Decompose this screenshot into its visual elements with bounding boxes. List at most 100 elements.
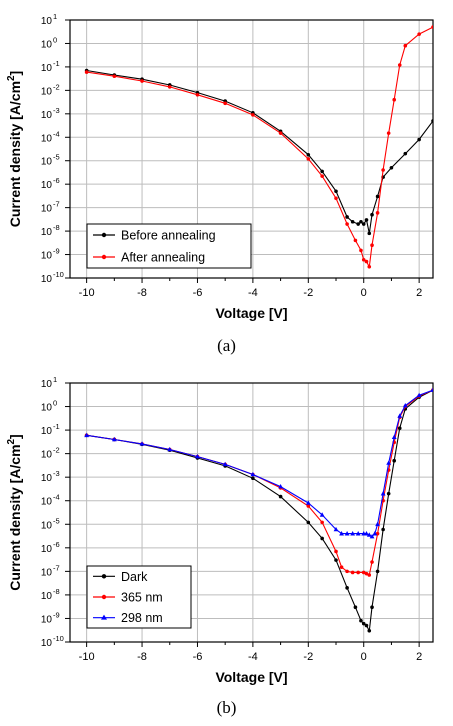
panel-b-series-298-nm-point bbox=[364, 531, 369, 536]
panel-a-series-after-annealing-point bbox=[140, 79, 144, 83]
panel-b-x-axis-label: Voltage [V] bbox=[215, 669, 287, 685]
panel-a-series-before-annealing-point bbox=[370, 212, 374, 217]
panel-a-series-after-annealing-point bbox=[278, 131, 283, 135]
panel-a-series-after-annealing-point bbox=[345, 222, 349, 226]
panel-a-series-after-annealing-point bbox=[223, 101, 227, 106]
panel-a-legend-label: Before annealing bbox=[121, 229, 216, 243]
panel-a-y-tick-label: 10 bbox=[41, 204, 53, 215]
panel-a-series-after-annealing-point bbox=[403, 43, 408, 48]
panel-a-series-after-annealing-point bbox=[320, 174, 324, 178]
panel-b-y-tick-exponent: -3 bbox=[53, 469, 60, 478]
panel-b-series-298-nm-point bbox=[397, 413, 403, 418]
panel-a-series-after-annealing-point bbox=[381, 168, 385, 172]
panel-b-y-tick-exponent: -1 bbox=[53, 422, 60, 431]
panel-b-series-365-nm-point bbox=[320, 520, 324, 525]
panel-b-y-axis-label: Current density [A/cm2] bbox=[6, 434, 23, 590]
panel-b-series-dark-point bbox=[381, 527, 385, 532]
panel-b-series-dark-point bbox=[370, 605, 374, 610]
panel-a-series-after-annealing-point bbox=[353, 238, 358, 243]
panel-b-series-365-nm-point bbox=[339, 565, 344, 570]
panel-a-y-tick-label: 10 bbox=[41, 16, 53, 27]
panel-a-series-after-annealing-line bbox=[86, 26, 433, 269]
panel-b-x-tick-label: -4 bbox=[248, 651, 258, 663]
panel-a-series-after-annealing-point bbox=[306, 157, 311, 161]
panel-a-series-after-annealing-point bbox=[359, 248, 363, 253]
panel-a-series-before-annealing-line bbox=[86, 69, 433, 234]
panel-b-legend-label: Dark bbox=[121, 570, 148, 584]
panel-a-legend-marker bbox=[101, 254, 107, 260]
panel-b-y-tick-exponent: -10 bbox=[53, 634, 64, 643]
panel-b-series-dark-point bbox=[251, 476, 255, 481]
panel-b-y-tick-exponent: -4 bbox=[53, 493, 60, 502]
panel-b-y-tick-label: 10 bbox=[41, 614, 53, 625]
panel-a-x-tick-label: -4 bbox=[248, 287, 258, 299]
panel-a-x-tick-label: 0 bbox=[361, 287, 367, 299]
panel-a-series-after-annealing-point bbox=[167, 85, 172, 89]
panel-a-x-tick-label: -6 bbox=[193, 287, 203, 299]
panel-b-x-tick-label: 0 bbox=[361, 651, 367, 663]
panel-b-y-tick-label: 10 bbox=[41, 520, 53, 531]
panel-a-x-tick-label: 2 bbox=[416, 287, 422, 299]
panel-a-y-tick-exponent: -7 bbox=[53, 200, 60, 209]
panel-b-series-dark-point bbox=[334, 558, 338, 562]
panel-b-chart: -10 -8 -6 -4 -2 0 210-1010-910-810-710-610-510… bbox=[6, 375, 434, 685]
panel-a-y-tick-exponent: -10 bbox=[53, 270, 64, 279]
panel-a-series-after-annealing-point bbox=[84, 70, 89, 74]
panel-a-y-tick-exponent: 0 bbox=[53, 35, 57, 44]
panel-b-series-298-nm-line bbox=[86, 389, 433, 538]
panel-b-series-298-nm-point bbox=[355, 531, 361, 536]
panel-a-y-axis-label: Current density [A/cm2] bbox=[6, 71, 23, 227]
panel-a-series-after-annealing-point bbox=[364, 259, 369, 264]
panel-b-y-tick-exponent: -5 bbox=[53, 516, 60, 525]
panel-a-series-before-annealing-point bbox=[361, 222, 366, 226]
panel-b-legend-marker bbox=[101, 614, 107, 620]
panel-b-y-tick-label: 10 bbox=[41, 638, 53, 649]
panel-b-y-tick-label: 10 bbox=[41, 591, 53, 602]
panel-b-y-tick-exponent: -2 bbox=[53, 446, 60, 455]
panel-a-y-tick-label: 10 bbox=[41, 274, 53, 285]
panel-b-y-tick-exponent: -8 bbox=[53, 587, 60, 596]
panel-b-series-dark-line bbox=[86, 389, 433, 633]
panel-a-series-after-annealing-point bbox=[112, 74, 117, 79]
panel-a-x-axis-label: Voltage [V] bbox=[215, 305, 287, 321]
panel-a-y-tick-label: 10 bbox=[41, 133, 53, 144]
panel-b-series-298-nm-point bbox=[402, 402, 408, 408]
panel-b-series-298-nm-point bbox=[369, 533, 375, 539]
panel-b-series-dark-point bbox=[367, 628, 372, 633]
panel-a-series-before-annealing-point bbox=[364, 218, 369, 222]
panel-b-series-dark-point bbox=[392, 458, 397, 463]
panel-b-series-298-nm-point bbox=[222, 461, 228, 467]
panel-b-series-298-nm-point bbox=[167, 446, 173, 452]
panel-b-series-298-nm-point bbox=[416, 392, 422, 398]
panel-b-series-dark-point bbox=[359, 618, 363, 623]
panel-b-series-dark-point bbox=[320, 536, 324, 541]
panel-a-series-after-annealing-point bbox=[386, 131, 391, 135]
panel-a-y-tick-exponent: -8 bbox=[53, 223, 60, 232]
panel-a-series-group bbox=[84, 25, 433, 269]
panel-b-y-tick-label: 10 bbox=[41, 403, 53, 414]
panel-a-x-tick-label: -8 bbox=[137, 287, 147, 299]
panel-a-x-tick-label: -10 bbox=[79, 287, 95, 299]
panel-b-legend-marker bbox=[101, 574, 107, 579]
panel-a-y-tick-label: 10 bbox=[41, 251, 53, 262]
panel-a-series-before-annealing-point bbox=[367, 231, 372, 236]
panel-a-series-before-annealing-point bbox=[334, 189, 338, 194]
panel-a-legend-marker bbox=[101, 232, 107, 238]
panel-b-y-tick-label: 10 bbox=[41, 379, 53, 390]
panel-a-series-before-annealing-point bbox=[375, 194, 380, 199]
panel-b-legend: Dark 365 nm 298 nm bbox=[86, 565, 192, 629]
panel-a-legend-label: After annealing bbox=[121, 251, 205, 265]
panel-a-series-after-annealing-point bbox=[392, 97, 397, 102]
panel-b-series-298-nm-point bbox=[111, 436, 117, 442]
panel-b-series-298-nm-point bbox=[139, 441, 145, 446]
panel-b-series-365-nm-point bbox=[367, 573, 372, 577]
panel-a-y-tick-exponent: -6 bbox=[53, 176, 60, 185]
panel-a-y-tick-label: 10 bbox=[41, 110, 53, 121]
panel-a-series-after-annealing-point bbox=[195, 92, 200, 97]
panel-a-series-after-annealing-point bbox=[370, 243, 374, 248]
panel-b-series-298-nm-point bbox=[195, 453, 200, 459]
panel-b-series-298-nm-point bbox=[350, 531, 356, 536]
panel-b-series-dark-point bbox=[306, 520, 311, 525]
panel-b-series-298-nm-point bbox=[430, 387, 433, 392]
